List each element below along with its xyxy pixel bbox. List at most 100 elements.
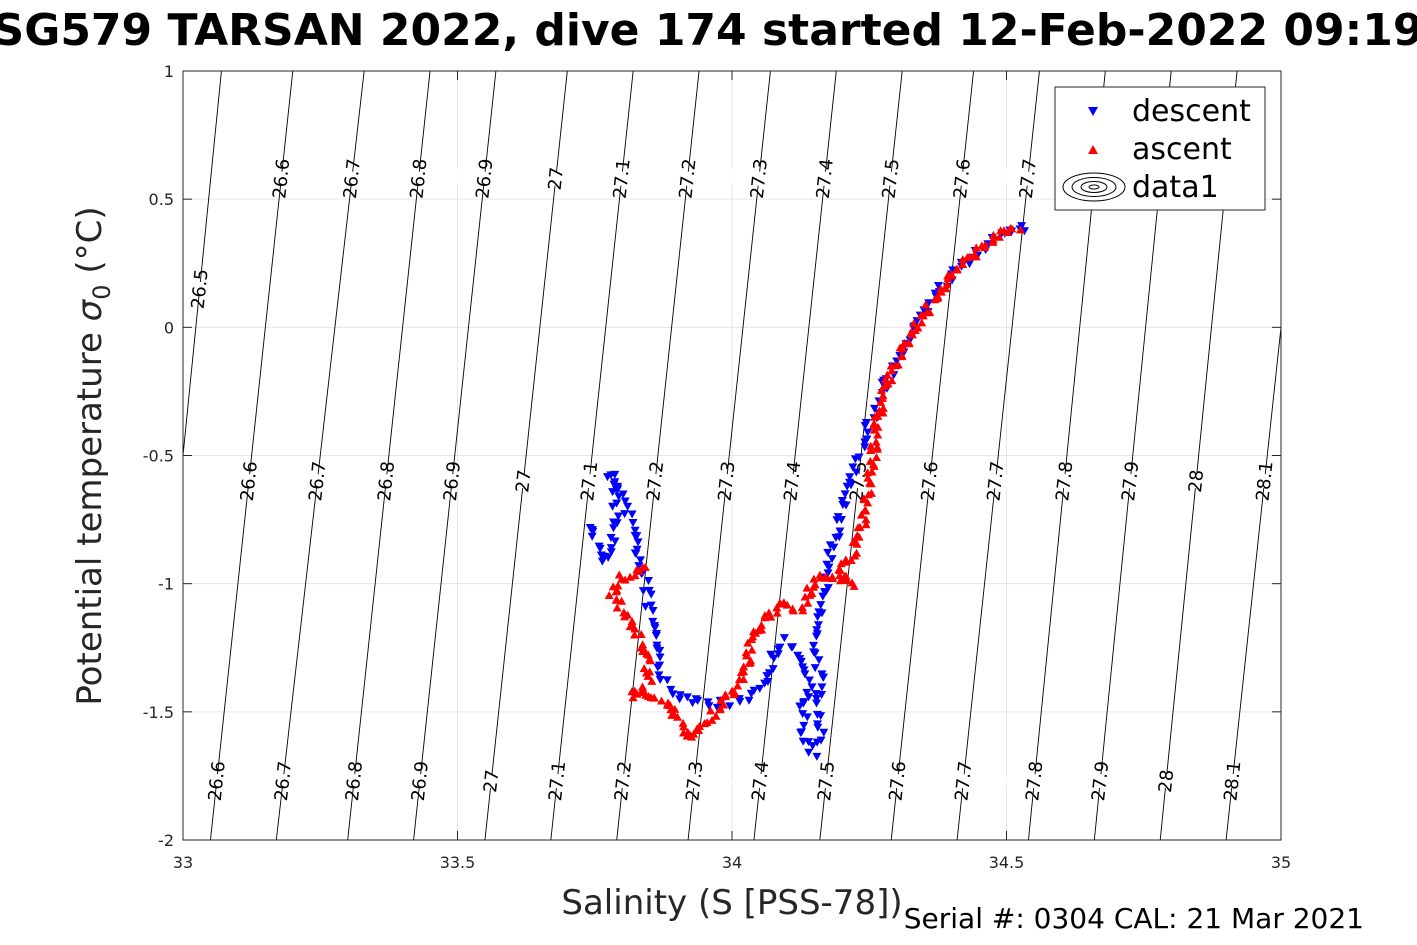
density-contour-line: [753, 71, 837, 840]
descent-point: [612, 499, 622, 508]
descent-point: [813, 621, 823, 630]
contour-label: 27.3: [714, 460, 739, 502]
y-tick-label: 0.5: [149, 190, 174, 209]
contour-label-gap: [220, 471, 278, 492]
descent-point: [682, 693, 692, 702]
ascent-point: [822, 572, 832, 581]
contour-label-gap: [966, 471, 1025, 492]
descent-point: [725, 702, 735, 711]
descent-point: [821, 588, 831, 597]
descent-point: [675, 695, 685, 704]
ascent-point: [638, 682, 648, 691]
descent-point: [860, 421, 870, 430]
ascent-point: [743, 638, 753, 647]
descent-point: [819, 673, 829, 682]
descent-point: [802, 713, 812, 722]
y-tick-label: -1.5: [143, 703, 174, 722]
descent-point: [620, 497, 630, 506]
ascent-point: [625, 622, 635, 631]
contour-label: 26.9: [440, 460, 465, 502]
ascent-point: [772, 603, 782, 612]
contour-label: 27.3: [747, 158, 772, 200]
legend-ascent-marker: [1088, 145, 1098, 154]
descent-point: [816, 601, 826, 610]
x-tick-label: 34.5: [989, 853, 1025, 872]
ascent-point: [869, 419, 879, 428]
ascent-point: [871, 437, 881, 446]
descent-point: [632, 545, 642, 554]
ascent-point: [996, 226, 1006, 235]
descent-point: [840, 490, 850, 499]
descent-point: [835, 527, 845, 536]
ascent-point: [772, 608, 782, 617]
contour-label-gap: [1167, 471, 1225, 492]
contour-label-gap: [288, 471, 346, 492]
ascent-point: [808, 582, 818, 591]
ascent-point: [638, 640, 648, 649]
ascent-series: [604, 224, 1025, 741]
ascent-point: [667, 710, 677, 719]
density-contour-line: [484, 71, 568, 840]
chart-title: SG579 TARSAN 2022, dive 174 started 12-F…: [0, 5, 1417, 56]
descent-point: [798, 710, 808, 719]
ascent-point: [739, 662, 749, 671]
descent-point: [620, 510, 630, 519]
contour-label-gap: [494, 471, 552, 492]
ascent-point: [878, 408, 888, 417]
descent-point: [810, 664, 820, 673]
contour-label-gap: [731, 771, 789, 791]
ascent-point: [694, 726, 704, 735]
contour-label-gap: [1137, 771, 1195, 791]
descent-point: [933, 281, 943, 290]
descent-point: [587, 532, 597, 541]
descent-point: [816, 736, 826, 745]
ascent-point: [876, 397, 886, 406]
x-axis-label: Salinity (S [PSS-78]): [561, 883, 902, 923]
ascent-point: [988, 237, 998, 246]
legend-descent-marker: [1088, 107, 1098, 116]
descent-point: [609, 524, 619, 533]
ascent-point: [745, 658, 755, 667]
ascent-point: [859, 494, 869, 503]
contour-label-gap: [1235, 471, 1294, 492]
ascent-point: [630, 630, 640, 639]
ascent-point: [869, 425, 879, 434]
descent-point: [809, 641, 819, 650]
contour-label: 27.5: [814, 760, 839, 802]
contour-label: 26.7: [271, 760, 296, 802]
contour-label-gap: [933, 168, 991, 189]
descent-point: [870, 404, 880, 413]
descent-point: [612, 519, 622, 528]
descent-point: [610, 470, 620, 479]
density-contour-line: [1225, 323, 1281, 840]
ascent-point: [720, 692, 730, 701]
ascent-point: [852, 531, 862, 540]
descent-point: [804, 748, 814, 757]
descent-point: [812, 752, 822, 761]
descent-point: [638, 587, 648, 596]
contour-label: 27.7: [1016, 158, 1041, 200]
ascent-point: [620, 575, 630, 584]
ascent-point: [899, 338, 909, 347]
y-tick-label: 0: [164, 318, 174, 337]
descent-point: [769, 654, 779, 663]
contour-label: 27.4: [780, 460, 805, 502]
contour-label: 26.7: [305, 460, 330, 502]
descent-point: [863, 428, 873, 437]
descent-point: [825, 541, 835, 550]
descent-point: [611, 486, 621, 495]
descent-point: [618, 490, 628, 499]
contour-label: 27.4: [813, 158, 838, 200]
descent-point: [851, 468, 861, 477]
ascent-point: [630, 686, 640, 695]
contour-label: 27: [512, 469, 535, 494]
ascent-point: [798, 606, 808, 615]
density-contour-line: [550, 71, 634, 840]
ascent-point: [849, 581, 859, 590]
contour-label: 26.9: [408, 760, 433, 802]
descent-point: [860, 438, 870, 447]
y-tick-label: -0.5: [143, 447, 174, 466]
ascent-point: [788, 604, 798, 613]
ascent-point: [866, 441, 876, 450]
contour-label: 27.1: [577, 460, 602, 502]
